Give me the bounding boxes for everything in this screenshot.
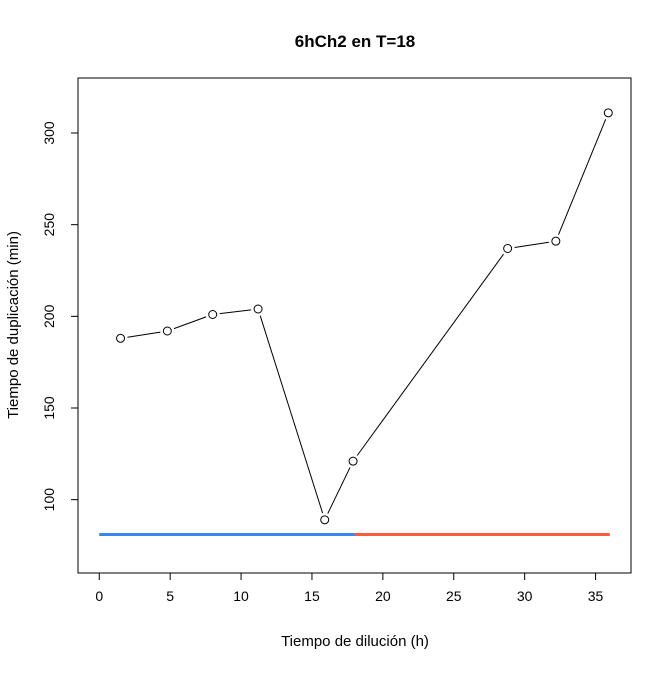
- data-point: [551, 236, 561, 246]
- data-point: [603, 108, 613, 118]
- x-tick-label: 30: [517, 588, 533, 604]
- y-tick-label: 150: [41, 396, 57, 420]
- x-tick-label: 0: [95, 588, 103, 604]
- series-line-segment: [259, 315, 324, 514]
- x-tick-label: 15: [304, 588, 320, 604]
- data-point: [208, 310, 218, 319]
- y-axis: 100 150 200 250 300: [41, 121, 79, 512]
- series-line-segment: [127, 331, 161, 338]
- series-line-segment: [356, 253, 504, 456]
- series-line-layer: [127, 119, 607, 514]
- series-line-segment: [173, 316, 207, 330]
- data-points: [116, 108, 613, 525]
- data-point: [320, 515, 330, 525]
- series-line-segment: [327, 467, 351, 514]
- y-tick-label: 250: [41, 213, 57, 237]
- data-point: [116, 333, 126, 343]
- series-line-segment: [219, 309, 252, 315]
- y-axis-label: Tiempo de duplicación (min): [5, 231, 22, 419]
- y-tick-label: 100: [41, 488, 57, 512]
- y-tick-label: 300: [41, 121, 57, 145]
- x-tick-label: 25: [446, 588, 462, 604]
- series-line-segment: [514, 241, 550, 248]
- x-tick-label: 35: [588, 588, 604, 604]
- x-axis: 0 5 10 15 20 25 30 35: [95, 572, 604, 604]
- x-tick-label: 20: [375, 588, 391, 604]
- series-line-segment: [558, 119, 607, 235]
- x-tick-label: 10: [233, 588, 249, 604]
- data-point: [162, 326, 172, 336]
- data-point: [503, 244, 513, 253]
- data-point: [253, 304, 263, 314]
- chart-title: 6hCh2 en T=18: [295, 32, 415, 51]
- y-tick-label: 200: [41, 304, 57, 328]
- x-axis-label: Tiempo de dilución (h): [281, 633, 429, 650]
- x-tick-label: 5: [166, 588, 174, 604]
- data-point: [348, 456, 358, 466]
